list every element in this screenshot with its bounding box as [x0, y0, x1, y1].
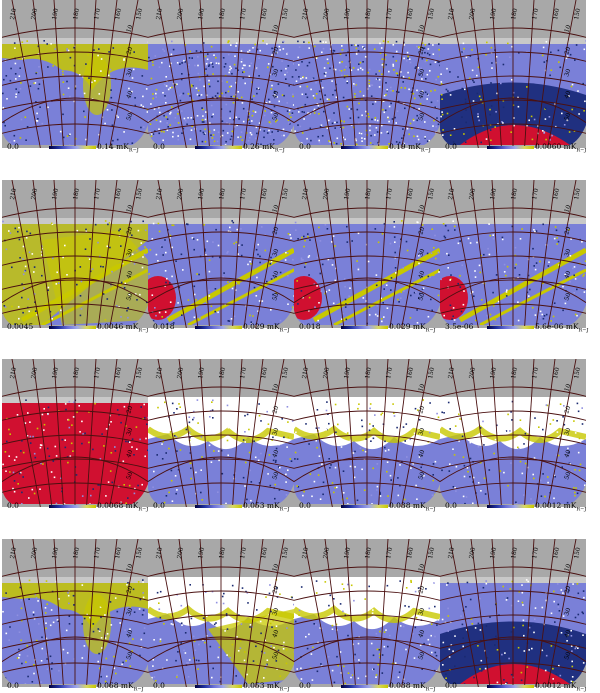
- colorbar-gradient: [49, 326, 96, 329]
- colorbar-min-label: 0.0: [153, 501, 165, 510]
- colorbar-min-label: 0.0: [153, 142, 165, 151]
- colorbar-gradient: [341, 146, 388, 149]
- colorbar-max-label: 0.0060 mKR−J: [535, 142, 586, 154]
- colorbar: 3.5e-06 5.6e-06 mKR−J: [440, 322, 586, 334]
- colorbar-min-label: 3.5e-06: [445, 322, 473, 331]
- colorbar-gradient: [487, 146, 534, 149]
- colorbar-gradient: [49, 685, 96, 688]
- colorbar-max-label: 0.0046 mKR−J: [97, 322, 148, 334]
- colorbar-max-label: 0.0012 mKR−J: [535, 501, 586, 513]
- colorbar-max-label: 0.0012 mKR−J: [535, 681, 586, 693]
- colorbar-gradient: [341, 505, 388, 508]
- colorbar-max-label: 5.6e-06 mKR−J: [535, 322, 589, 334]
- colorbar-gradient: [487, 685, 534, 688]
- colorbar-max-label: 0.029 mKR−J: [243, 322, 290, 334]
- colorbar-gradient: [195, 146, 242, 149]
- colorbar-min-label: 0.018: [153, 322, 174, 331]
- colorbar: 0.0 0.0060 mKR−J: [440, 142, 586, 154]
- colorbar-gradient: [49, 146, 96, 149]
- colorbar-max-label: 0.053 mKR−J: [243, 501, 290, 513]
- colorbar-max-label: 0.038 mKR−J: [389, 681, 436, 693]
- colorbar-gradient: [195, 505, 242, 508]
- colorbar-gradient: [195, 685, 242, 688]
- colorbar-gradient: [49, 505, 96, 508]
- colorbar-gradient: [341, 685, 388, 688]
- colorbar-min-label: 0.0: [7, 501, 19, 510]
- colorbar-max-label: 0.14 mKR−J: [97, 142, 139, 154]
- colorbar: 0.0 0.26 mKR−J: [148, 142, 294, 154]
- colorbar-max-label: 0.0068 mKR−J: [97, 501, 148, 513]
- colorbar-gradient: [487, 505, 534, 508]
- colorbar-min-label: 0.0: [445, 501, 457, 510]
- colorbar-max-label: 0.053 mKR−J: [243, 681, 290, 693]
- colorbar-max-label: 0.19 mKR−J: [389, 142, 431, 154]
- colorbar: 0.018 0.029 mKR−J: [294, 322, 440, 334]
- colorbar-min-label: 0.0: [299, 142, 311, 151]
- colorbar-gradient: [341, 326, 388, 329]
- colorbar: 0.0 0.038 mKR−J: [294, 501, 440, 513]
- colorbar: 0.0 0.14 mKR−J: [2, 142, 148, 154]
- colorbar: 0.0045 0.0046 mKR−J: [2, 322, 148, 334]
- colorbar-max-label: 0.029 mKR−J: [389, 322, 436, 334]
- colorbar: 0.0 0.0012 mKR−J: [440, 501, 586, 513]
- colorbar-min-label: 0.0: [299, 501, 311, 510]
- colorbar-gradient: [487, 326, 534, 329]
- colorbar-max-label: 0.068 mKR−J: [97, 681, 144, 693]
- colorbar-min-label: 0.0045: [7, 322, 33, 331]
- colorbar-gradient: [195, 326, 242, 329]
- colorbar-min-label: 0.0: [7, 142, 19, 151]
- colorbar-min-label: 0.0: [445, 142, 457, 151]
- colorbar: 0.018 0.029 mKR−J: [148, 322, 294, 334]
- colorbar-max-label: 0.038 mKR−J: [389, 501, 436, 513]
- colorbar: 0.0 0.19 mKR−J: [294, 142, 440, 154]
- colorbar-max-label: 0.26 mKR−J: [243, 142, 285, 154]
- colorbar: 0.0 0.0068 mKR−J: [2, 501, 148, 513]
- colorbar: 0.0 0.053 mKR−J: [148, 501, 294, 513]
- colorbar-min-label: 0.018: [299, 322, 320, 331]
